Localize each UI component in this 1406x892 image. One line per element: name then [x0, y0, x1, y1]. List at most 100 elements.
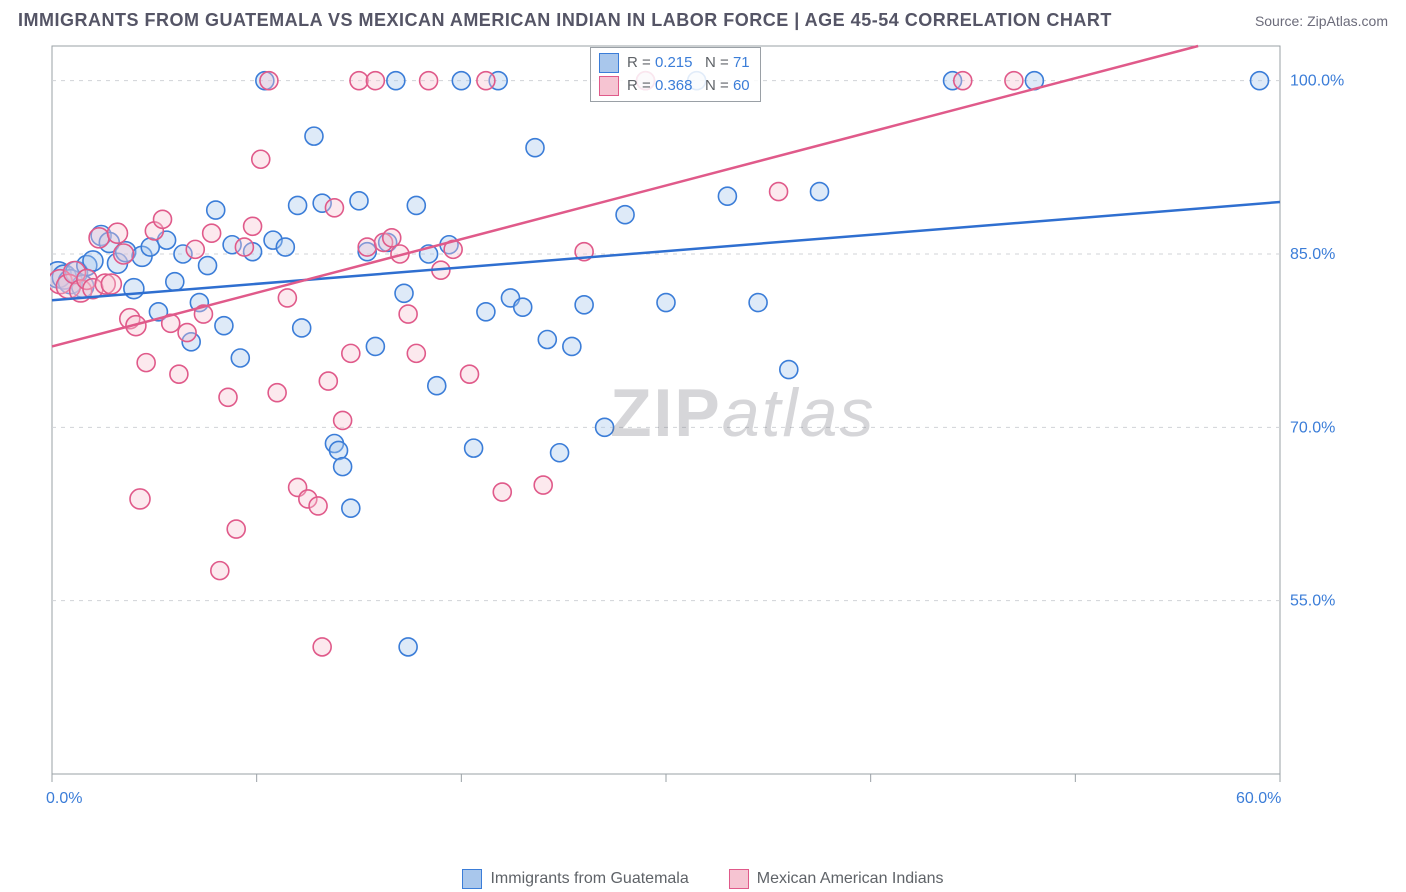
- source-label: Source: ZipAtlas.com: [1255, 13, 1388, 29]
- data-point: [395, 284, 413, 302]
- legend-swatch-icon: [729, 869, 749, 889]
- data-point: [319, 372, 337, 390]
- data-point: [101, 274, 121, 294]
- data-point: [178, 324, 196, 342]
- legend-stat-text: R = 0.368 N = 60: [627, 75, 750, 98]
- data-point: [749, 294, 767, 312]
- correlation-legend-box: R = 0.215 N = 71R = 0.368 N = 60: [590, 47, 761, 102]
- legend-stat-text: R = 0.215 N = 71: [627, 52, 750, 75]
- source-link[interactable]: ZipAtlas.com: [1307, 13, 1388, 29]
- legend-stat-row: R = 0.215 N = 71: [599, 52, 750, 75]
- data-point: [334, 458, 352, 476]
- data-point: [428, 377, 446, 395]
- data-point: [780, 361, 798, 379]
- data-point: [141, 238, 159, 256]
- data-point: [211, 562, 229, 580]
- scatter-plot-svg: 55.0% 70.0% 85.0% 100.0%: [50, 44, 1360, 814]
- data-point: [526, 139, 544, 157]
- legend-stat-row: R = 0.368 N = 60: [599, 75, 750, 98]
- data-point: [551, 444, 569, 462]
- data-point: [575, 296, 593, 314]
- data-point: [186, 240, 204, 258]
- data-point: [420, 72, 438, 90]
- data-point: [954, 72, 972, 90]
- chart-title: IMMIGRANTS FROM GUATEMALA VS MEXICAN AME…: [18, 10, 1112, 31]
- data-point: [219, 388, 237, 406]
- data-point: [124, 279, 144, 299]
- data-point: [465, 439, 483, 457]
- data-point: [1005, 72, 1023, 90]
- data-point: [477, 303, 495, 321]
- data-point: [278, 289, 296, 307]
- data-point: [563, 337, 581, 355]
- data-point: [215, 317, 233, 335]
- data-point: [235, 238, 253, 256]
- data-point: [350, 192, 368, 210]
- data-point: [325, 199, 343, 217]
- data-point: [227, 520, 245, 538]
- data-point: [244, 217, 262, 235]
- data-point: [358, 238, 376, 256]
- data-point: [1251, 72, 1269, 90]
- data-point: [309, 497, 327, 515]
- data-point: [89, 228, 109, 248]
- data-point: [83, 251, 103, 271]
- data-point: [170, 365, 188, 383]
- y-tick-label: 100.0%: [1290, 73, 1344, 90]
- data-point: [252, 150, 270, 168]
- data-point: [293, 319, 311, 337]
- data-point: [330, 441, 348, 459]
- data-point: [313, 638, 331, 656]
- data-point: [268, 384, 286, 402]
- data-point: [366, 72, 384, 90]
- y-tick-label: 55.0%: [1290, 593, 1335, 610]
- data-point: [461, 365, 479, 383]
- data-point: [366, 337, 384, 355]
- series-legend: Immigrants from Guatemala Mexican America…: [0, 865, 1406, 892]
- data-point: [538, 331, 556, 349]
- data-point: [596, 418, 614, 436]
- y-tick-label: 85.0%: [1290, 246, 1335, 263]
- data-point: [154, 210, 172, 228]
- data-point: [387, 72, 405, 90]
- data-point: [231, 349, 249, 367]
- series-legend-label: Immigrants from Guatemala: [490, 870, 688, 888]
- data-point: [399, 638, 417, 656]
- data-point: [207, 201, 225, 219]
- x-axis-max-label: 60.0%: [1236, 790, 1281, 808]
- data-point: [514, 298, 532, 316]
- data-point: [130, 489, 150, 509]
- data-point: [350, 72, 368, 90]
- source-prefix: Source:: [1255, 13, 1307, 29]
- data-point: [452, 72, 470, 90]
- data-point: [334, 411, 352, 429]
- data-point: [114, 244, 134, 264]
- data-point: [342, 499, 360, 517]
- data-point: [305, 127, 323, 145]
- y-tick-label: 70.0%: [1290, 419, 1335, 436]
- data-point: [616, 206, 634, 224]
- data-point: [811, 183, 829, 201]
- data-point: [260, 72, 278, 90]
- legend-swatch-icon: [599, 53, 619, 73]
- data-point: [137, 354, 155, 372]
- data-point: [199, 257, 217, 275]
- plot-border: [52, 46, 1280, 774]
- data-point: [477, 72, 495, 90]
- legend-swatch-icon: [462, 869, 482, 889]
- data-point: [399, 305, 417, 323]
- data-point: [107, 223, 127, 243]
- data-point: [342, 344, 360, 362]
- series-legend-item: Mexican American Indians: [729, 869, 944, 889]
- data-point: [166, 273, 184, 291]
- data-point: [203, 224, 221, 242]
- data-point: [407, 196, 425, 214]
- series-legend-label: Mexican American Indians: [757, 870, 944, 888]
- data-point: [718, 187, 736, 205]
- data-point: [770, 183, 788, 201]
- data-point: [493, 483, 511, 501]
- data-point: [407, 344, 425, 362]
- data-point: [276, 238, 294, 256]
- data-point: [534, 476, 552, 494]
- data-point: [383, 229, 401, 247]
